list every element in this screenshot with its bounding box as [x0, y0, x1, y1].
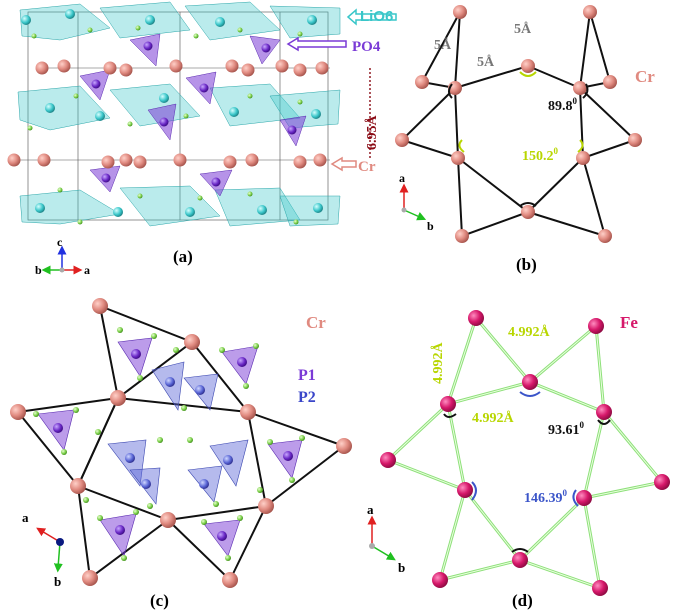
p2-label: P2: [298, 389, 316, 406]
panel-a: LiO6 PO4 Cr 6.95Å c b a (a): [7, 1, 397, 277]
cr-network-c: [17, 305, 347, 582]
axis-b-label-b: b: [427, 219, 434, 233]
cr-atoms-c: [10, 298, 352, 588]
axis-b-label-d: b: [398, 560, 405, 575]
distance-label-b3: 5Å: [477, 54, 495, 70]
axes-c: a b: [22, 510, 64, 589]
caption-b: (b): [516, 255, 537, 274]
angle-large-b: 150.20: [522, 146, 559, 164]
caption-c: (c): [150, 591, 169, 610]
po4-label: PO4: [352, 39, 381, 55]
axis-a-label-c: a: [22, 510, 29, 525]
axis-a-label-b: a: [399, 171, 405, 185]
cr-atoms-b: [395, 5, 642, 243]
p2-tetrahedra: [107, 361, 249, 505]
distance-label-b1: 5Å: [434, 37, 452, 53]
angle-arc-d2: [443, 413, 457, 418]
distance-label-d2: 4.992Å: [508, 324, 551, 340]
angle-arc-d5: [572, 489, 579, 507]
angle-small-b: 89.80: [548, 96, 578, 114]
cr-legend-arrow: [330, 156, 357, 172]
panel-d: 4.992Å 4.992Å 4.992Å Fe 93.610 146.390 a…: [367, 310, 670, 610]
angle-arc-b4: [458, 139, 465, 153]
caption-d: (d): [512, 591, 533, 610]
angle-arc-b5: [577, 139, 584, 153]
fe-label: Fe: [620, 313, 638, 332]
o-atoms-a: [27, 25, 303, 225]
angle-arc-b2: [448, 83, 453, 99]
p1-label: P1: [298, 367, 316, 384]
lio6-label: LiO6: [360, 8, 393, 25]
cr-label-b: Cr: [635, 67, 655, 86]
axis-b-label-c: b: [54, 574, 61, 589]
axis-b-label-a: b: [35, 263, 42, 277]
axes-a: c b a: [35, 235, 90, 277]
axis-a-label-d: a: [367, 502, 374, 517]
cr-network-b: [400, 11, 637, 238]
p-atoms-c: [53, 349, 293, 541]
distance-label-d3: 4.992Å: [472, 410, 515, 426]
axis-a-label-a: a: [84, 263, 90, 277]
angle-arc-d6: [511, 548, 529, 553]
angle-small-d: 93.610: [548, 420, 585, 438]
fe-atoms-d: [380, 310, 670, 596]
p-atoms-a: [91, 41, 297, 187]
axes-d: a b: [367, 502, 405, 575]
panel-c: Cr P1 P2 a b (c): [10, 298, 352, 610]
distance-label-d1: 4.992Å: [430, 342, 446, 385]
angle-arc-d3: [597, 419, 611, 425]
o-atoms-c: [33, 327, 305, 561]
fe-network-d: [385, 317, 665, 591]
axis-c-label: c: [57, 235, 63, 249]
distance-label-b2: 5Å: [514, 21, 532, 37]
angle-arc-d4: [471, 481, 477, 501]
panel-b: 5Å 5Å 5Å Cr 89.80 150.20 a b (b): [395, 5, 655, 274]
lio6-legend-arrow: [346, 8, 397, 26]
cr-label-a: Cr: [358, 159, 376, 175]
caption-a: (a): [173, 247, 193, 266]
axes-b: a b: [399, 171, 434, 233]
angle-arc-d1: [519, 391, 541, 397]
spacing-label: 6.95Å: [364, 115, 380, 151]
angle-arc-b6: [519, 202, 537, 207]
cr-atoms-a: [7, 59, 330, 169]
angle-large-d: 146.390: [524, 488, 568, 506]
li-atoms: [21, 9, 323, 217]
angle-arc-b1: [519, 71, 537, 77]
lio6-octahedra: [17, 1, 341, 227]
angle-arc-b3: [582, 83, 589, 99]
cr-label-c: Cr: [306, 313, 326, 332]
po4-legend-arrow: [286, 36, 347, 52]
